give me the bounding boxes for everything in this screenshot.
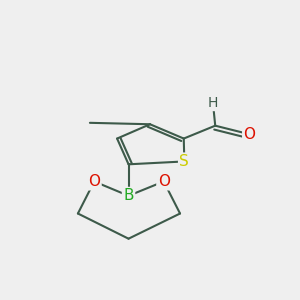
Text: B: B xyxy=(123,188,134,203)
Text: O: O xyxy=(158,174,170,189)
Text: O: O xyxy=(88,174,100,189)
Text: O: O xyxy=(244,127,256,142)
Text: S: S xyxy=(179,154,189,169)
Text: H: H xyxy=(208,96,218,110)
